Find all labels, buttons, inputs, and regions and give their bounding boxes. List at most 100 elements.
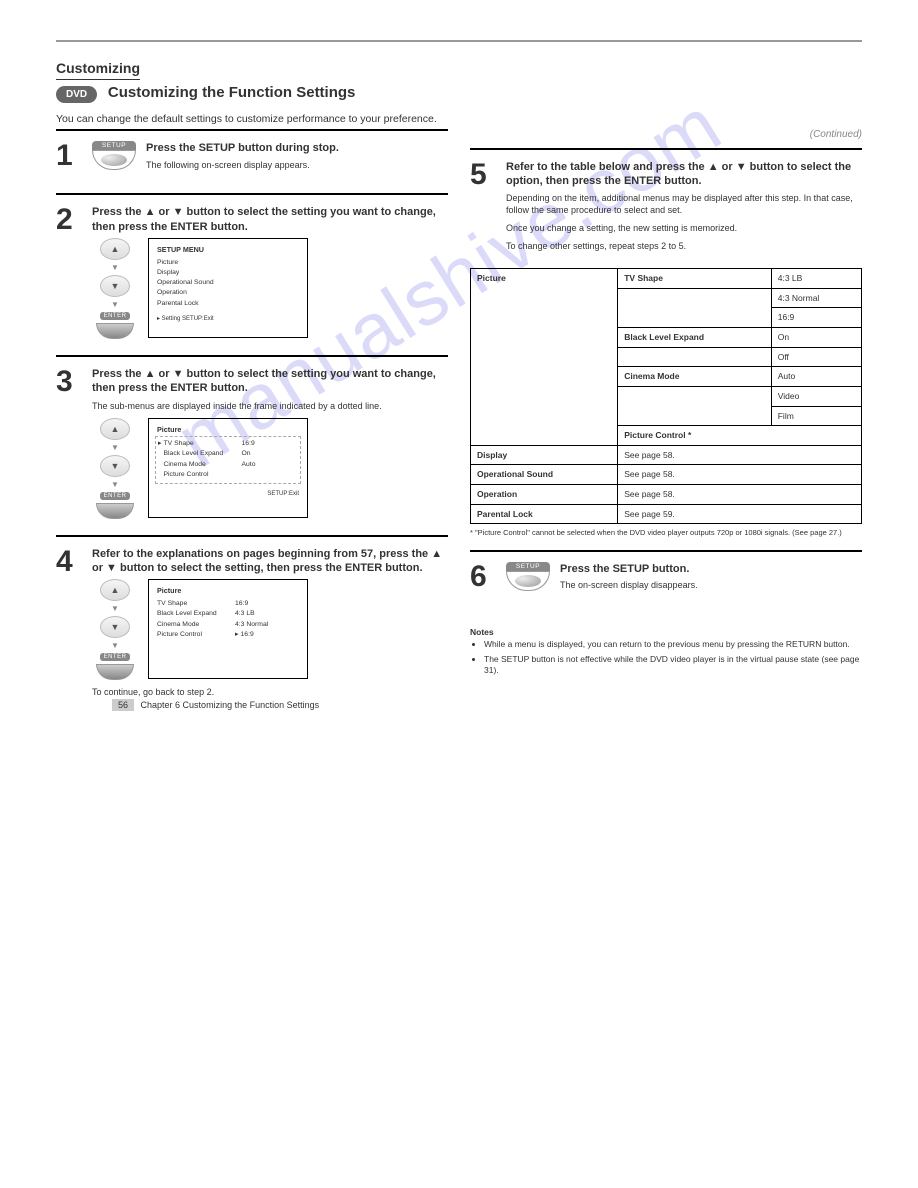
- divider-tri-icon: ▼: [111, 300, 119, 309]
- table-option: Film: [771, 406, 861, 426]
- nav-button-group: ▲ ▼ ▼ ▼ ENTER: [92, 579, 138, 680]
- step-5-sub: Depending on the item, additional menus …: [506, 192, 862, 216]
- step-2: 2 Press the ▲ or ▼ button to select the …: [56, 193, 448, 355]
- down-arrow-icon: ▼: [100, 275, 130, 297]
- osd-title: Picture: [157, 425, 299, 436]
- osd-title: Picture: [157, 586, 299, 597]
- step-6-sub: The on-screen display disappears.: [560, 579, 698, 591]
- down-arrow-icon: ▼: [100, 616, 130, 638]
- step-number: 2: [56, 205, 84, 339]
- table-setting: Black Level Expand: [618, 328, 772, 348]
- up-arrow-icon: ▲: [100, 579, 130, 601]
- osd-opt: 4:3 Normal: [235, 620, 268, 630]
- step-5: 5 Refer to the table below and press the…: [470, 148, 862, 268]
- osd-item-value: Auto: [242, 460, 256, 471]
- lead-text: You can change the default settings to c…: [56, 113, 862, 125]
- left-column: 1 SETUP Press the SETUP button during st…: [56, 129, 448, 721]
- table-option: On: [771, 328, 861, 348]
- step-1-sub: The following on-screen display appears.: [146, 159, 448, 171]
- page-number: 56: [112, 699, 134, 711]
- step-number: 4: [56, 547, 84, 705]
- osd-item-value: 16:9: [242, 439, 255, 450]
- table-group: Parental Lock: [471, 504, 618, 524]
- table-group: Operation: [471, 485, 618, 505]
- osd-item-value: On: [242, 449, 251, 460]
- right-column: (Continued) 5 Refer to the table below a…: [470, 129, 862, 721]
- nav-button-group: ▲ ▼ ▼ ▼ ENTER: [92, 418, 138, 519]
- divider-tri-icon: ▼: [111, 443, 119, 452]
- nav-button-group: ▲ ▼ ▼ ▼ ENTER: [92, 238, 138, 339]
- osd-item-label: Black Level Expand: [157, 609, 235, 619]
- osd-item: Display: [157, 268, 299, 278]
- step-5-title: Refer to the table below and press the ▲…: [506, 160, 862, 189]
- header-rule: [56, 40, 862, 42]
- table-ref: See page 58.: [618, 445, 862, 465]
- page-footer: 56 Chapter 6 Customizing the Function Se…: [112, 699, 319, 711]
- continued-label: (Continued): [470, 129, 862, 140]
- osd-item: Parental Lock: [157, 299, 299, 309]
- table-ref: See page 58.: [618, 485, 862, 505]
- table-option: 4:3 Normal: [771, 288, 861, 308]
- step-number: 3: [56, 367, 84, 519]
- osd-screen-setup-menu: SETUP MENU Picture Display Operational S…: [148, 238, 308, 338]
- table-cell: [618, 347, 772, 367]
- step-4: 4 Refer to the explanations on pages beg…: [56, 535, 448, 721]
- section-heading-wrap: Customizing DVD Customizing the Function…: [56, 60, 862, 103]
- table-cell: [618, 308, 772, 328]
- table-setting: TV Shape: [618, 269, 772, 289]
- step-1-title: Press the SETUP button during stop.: [146, 141, 448, 155]
- enter-label-icon: ENTER: [100, 653, 131, 661]
- table-setting: Cinema Mode: [618, 367, 772, 387]
- table-cell: [618, 386, 772, 406]
- page-label: Chapter 6 Customizing the Function Setti…: [141, 700, 320, 710]
- enter-label-icon: ENTER: [100, 492, 131, 500]
- step-4-sub: To continue, go back to step 2.: [92, 686, 448, 698]
- step-3-title: Press the ▲ or ▼ button to select the se…: [92, 367, 448, 396]
- table-group: Operational Sound: [471, 465, 618, 485]
- note-item: The SETUP button is not effective while …: [484, 654, 862, 676]
- step-4-title: Refer to the explanations on pages begin…: [92, 547, 448, 576]
- step-6: 6 SETUP Press the SETUP button. The on-s…: [470, 550, 862, 607]
- divider-tri-icon: ▼: [111, 641, 119, 650]
- table-option: Auto: [771, 367, 861, 387]
- table-option: Video: [771, 386, 861, 406]
- osd-screen-picture-options: Picture TV Shape16:9 Black Level Expand4…: [148, 579, 308, 679]
- enter-button-icon: [96, 323, 134, 339]
- step-3-sub: The sub-menus are displayed inside the f…: [92, 400, 448, 412]
- step-1: 1 SETUP Press the SETUP button during st…: [56, 129, 448, 193]
- dvd-badge: DVD: [56, 86, 97, 103]
- setup-label-icon: SETUP: [92, 141, 136, 150]
- note-item: While a menu is displayed, you can retur…: [484, 639, 862, 650]
- step-5-sub2: Once you change a setting, the new setti…: [506, 222, 862, 234]
- divider-tri-icon: ▼: [111, 480, 119, 489]
- setup-button-icon: SETUP: [506, 562, 550, 591]
- divider-tri-icon: ▼: [111, 263, 119, 272]
- table-cell: [618, 406, 772, 426]
- osd-item: Operation: [157, 288, 299, 298]
- osd-item: Operational Sound: [157, 278, 299, 288]
- osd-item: Picture: [157, 258, 299, 268]
- osd-footer: SETUP:Exit: [157, 490, 299, 499]
- osd-item-label: TV Shape: [164, 439, 242, 450]
- table-footnote: * "Picture Control" cannot be selected w…: [470, 528, 862, 538]
- step-5-sub3: To change other settings, repeat steps 2…: [506, 240, 862, 252]
- osd-title: SETUP MENU: [157, 245, 299, 256]
- osd-item-label: Black Level Expand: [164, 449, 242, 460]
- enter-label-icon: ENTER: [100, 312, 131, 320]
- osd-item-label: Cinema Mode: [157, 620, 235, 630]
- setup-button-icon: SETUP: [92, 141, 136, 170]
- osd-screen-picture: Picture ▸TV Shape16:9 ▸Black Level Expan…: [148, 418, 308, 518]
- step-2-title: Press the ▲ or ▼ button to select the se…: [92, 205, 448, 234]
- up-arrow-icon: ▲: [100, 418, 130, 440]
- setup-label-icon: SETUP: [506, 562, 550, 571]
- osd-item-label: Picture Control: [157, 630, 235, 641]
- step-number: 6: [470, 562, 498, 597]
- osd-opt: 16:9: [241, 630, 254, 641]
- step-6-title: Press the SETUP button.: [560, 562, 698, 576]
- osd-footer: ▸ Setting SETUP:Exit: [157, 315, 299, 324]
- settings-table: Picture TV Shape 4:3 LB 4:3 Normal 16:9 …: [470, 268, 862, 524]
- osd-opt: 4:3 LB: [235, 609, 255, 619]
- table-option: Off: [771, 347, 861, 367]
- divider-tri-icon: ▼: [111, 604, 119, 613]
- up-arrow-icon: ▲: [100, 238, 130, 260]
